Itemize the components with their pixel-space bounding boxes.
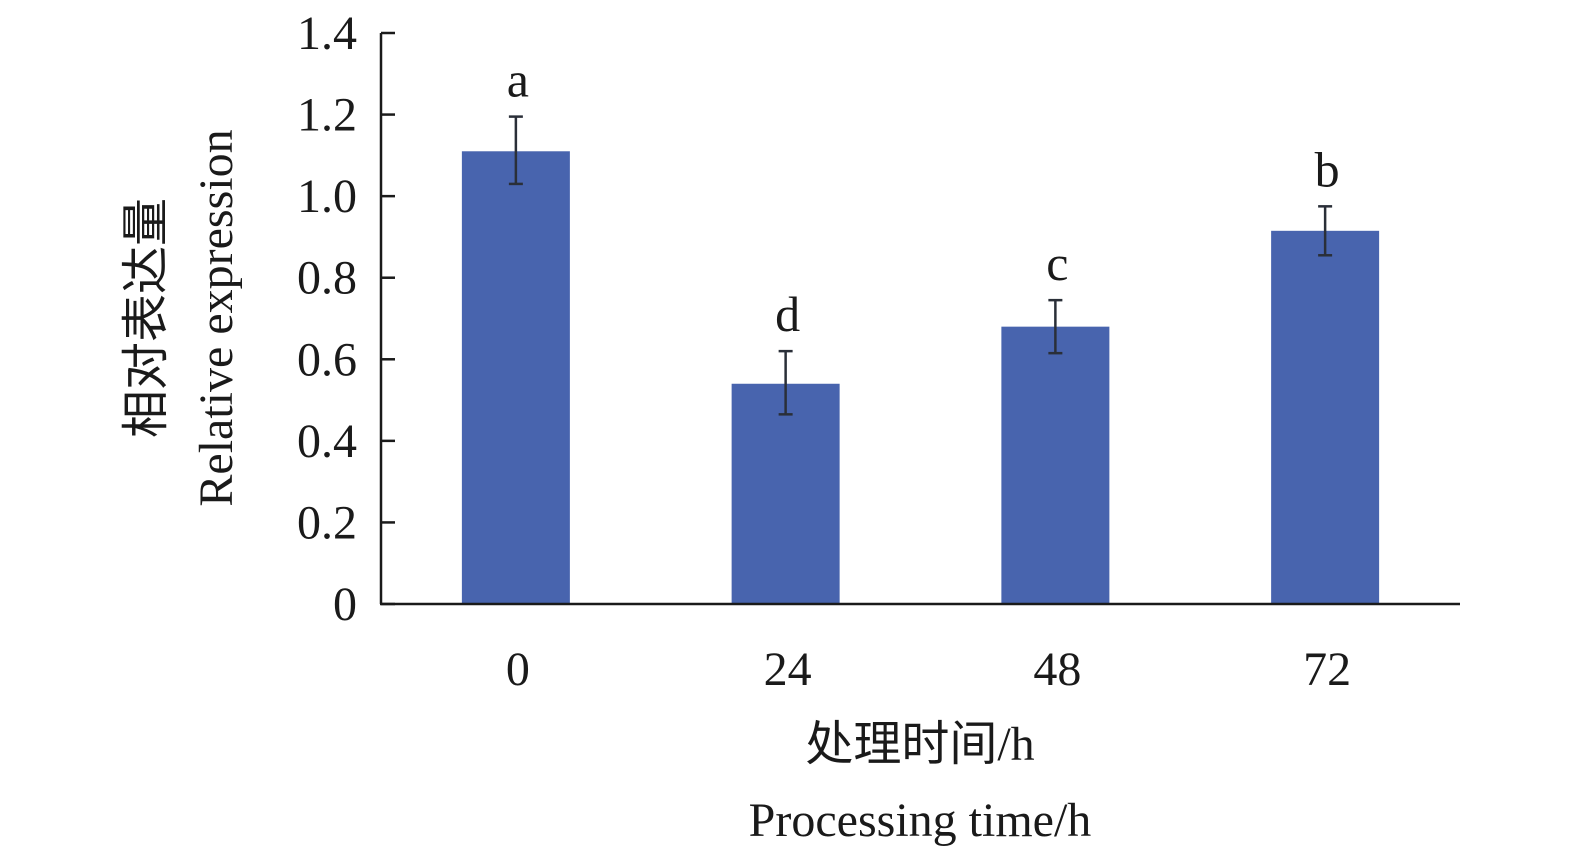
significance-letters: a d c b	[507, 52, 1340, 343]
error-bars	[508, 115, 1333, 416]
x-axis-tick-labels: 0 24 48 72	[506, 643, 1351, 696]
y-tick-label: 1.0	[297, 170, 357, 223]
x-tick-label: 24	[764, 643, 812, 696]
y-tick-label: 0	[333, 578, 357, 631]
significance-letter: a	[507, 52, 529, 108]
x-tick-label: 0	[506, 643, 530, 696]
bar-24h	[731, 383, 840, 604]
x-tick-label: 48	[1033, 643, 1081, 696]
x-axis-label-cn: 处理时间/h	[805, 718, 1034, 771]
y-tick-label: 1.2	[297, 89, 357, 142]
error-bar-0h	[508, 115, 523, 186]
significance-letter: b	[1315, 141, 1340, 197]
y-axis-label-en: Relative expression	[190, 129, 243, 506]
error-bar-72h	[1318, 205, 1333, 257]
significance-letter: d	[775, 286, 800, 342]
bar-0h	[461, 151, 570, 604]
y-tick-label: 0.2	[297, 496, 357, 549]
bar-48h	[1001, 326, 1110, 604]
error-bar-24h	[778, 349, 793, 416]
y-tick-label: 0.8	[297, 252, 357, 305]
y-tick-label: 1.4	[297, 7, 357, 60]
error-bar-48h	[1048, 298, 1063, 355]
y-tick-label: 0.6	[297, 333, 357, 386]
x-axis-label-en: Processing time/h	[749, 794, 1092, 847]
x-tick-label: 72	[1303, 643, 1351, 696]
y-axis-label-cn: 相对表达量	[120, 198, 173, 438]
bars	[461, 151, 1380, 604]
significance-letter: c	[1046, 235, 1068, 291]
bar-72h	[1271, 230, 1380, 604]
y-tick-label: 0.4	[297, 415, 357, 468]
y-axis-ticks: 0 0.2 0.4 0.6 0.8 1.0 1.2 1.4	[297, 7, 395, 631]
